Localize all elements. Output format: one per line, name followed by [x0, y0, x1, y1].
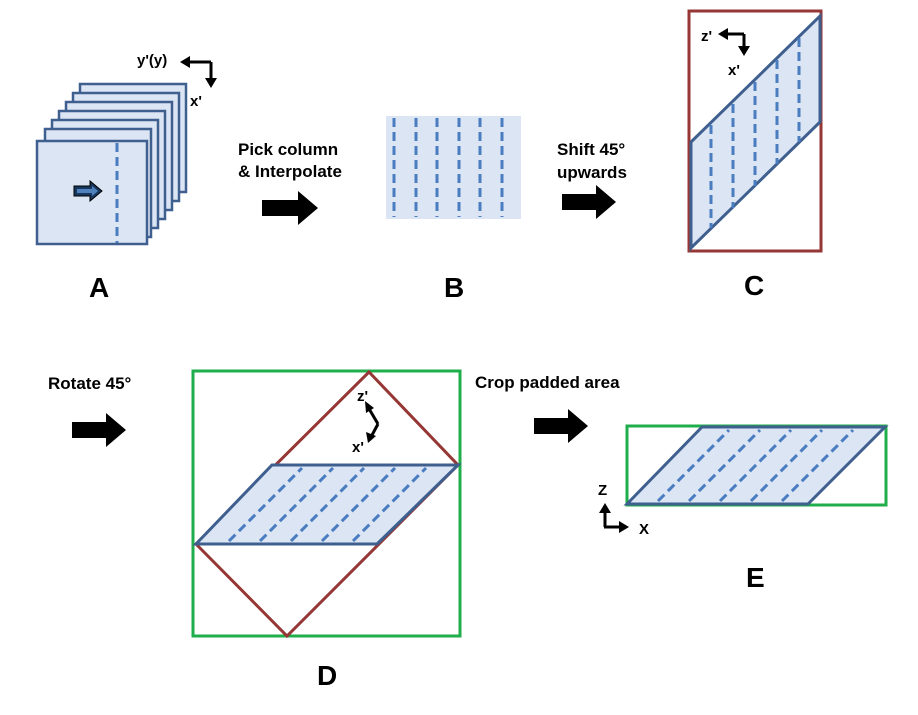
panel-label-c: C	[744, 270, 764, 301]
panel-label-e: E	[746, 562, 765, 593]
panel-d: z' x' D	[191, 369, 462, 691]
step-text-shift-1: Shift 45°	[557, 140, 625, 159]
step-arrow-icon	[72, 413, 126, 447]
step-rotate: Rotate 45°	[48, 374, 132, 447]
rotated-sheet	[192, 463, 462, 546]
step-crop: Crop padded area	[475, 373, 620, 443]
step-text-pick-2: & Interpolate	[238, 162, 342, 181]
step-text-rotate: Rotate 45°	[48, 374, 132, 393]
shifted-column-dashes	[709, 38, 801, 228]
slice-stack	[35, 82, 188, 246]
axis-label-z: Z	[598, 482, 607, 499]
step-text-pick-1: Pick column	[238, 140, 338, 159]
step-text-shift-2: upwards	[557, 163, 627, 182]
axis-label-y: y'(y)	[137, 52, 167, 69]
column-pointer-arrow-icon	[73, 179, 103, 203]
step-arrow-icon	[534, 409, 588, 443]
axis-label-z: z'	[357, 388, 368, 405]
axis-label-z: z'	[701, 28, 712, 45]
axis-label-x: X	[639, 521, 649, 538]
column-dashes	[392, 118, 504, 217]
axis-z-x-rotated-icon	[365, 401, 380, 443]
panel-c: z' x' C	[687, 9, 823, 301]
panel-e: Z X E	[598, 424, 889, 593]
panel-label-a: A	[89, 272, 109, 303]
panel-a: y'(y) x' A	[35, 52, 217, 303]
step-shift: Shift 45° upwards	[557, 140, 627, 219]
cropped-column-dashes	[656, 428, 855, 503]
step-arrow-icon	[562, 185, 616, 219]
axis-label-x: x'	[352, 439, 364, 456]
panel-label-d: D	[317, 660, 337, 691]
axis-y-x-icon	[180, 56, 217, 88]
step-arrow-icon	[262, 191, 318, 225]
axis-z-x-world-icon	[599, 503, 629, 533]
panel-label-b: B	[444, 272, 464, 303]
axis-z-x-icon	[718, 28, 750, 56]
rotated-column-dashes	[227, 466, 428, 543]
axis-label-x: x'	[190, 93, 202, 110]
step-text-crop: Crop padded area	[475, 373, 620, 392]
step-pick-interpolate: Pick column & Interpolate	[238, 140, 342, 225]
panel-b: B	[386, 116, 521, 303]
axis-label-x: x'	[728, 62, 740, 79]
interpolated-sheet	[386, 116, 521, 219]
